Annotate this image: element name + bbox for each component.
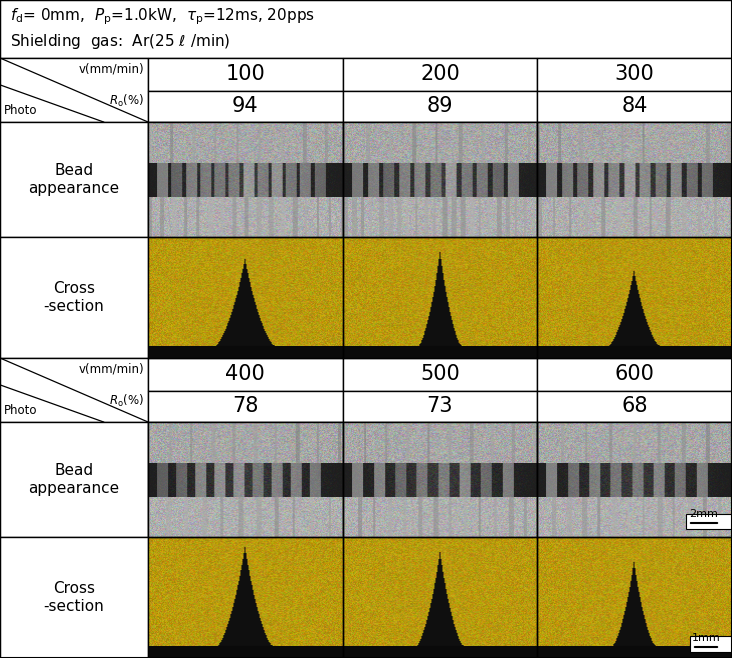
Text: 84: 84: [621, 97, 648, 116]
Bar: [0, 122, 148, 237]
Bar: [343, 537, 537, 658]
Bar: [537, 422, 732, 537]
Bar: [537, 537, 732, 658]
Bar: [537, 58, 732, 91]
Bar: [148, 391, 343, 422]
Bar: [148, 237, 343, 358]
Text: 73: 73: [427, 397, 453, 417]
Bar: [343, 122, 537, 237]
Bar: [0, 537, 148, 658]
Text: Bead
appearance: Bead appearance: [29, 463, 119, 495]
Text: $R_\mathrm{o}$(%): $R_\mathrm{o}$(%): [109, 393, 144, 409]
Bar: [148, 422, 343, 537]
Bar: [690, 636, 732, 652]
Bar: [537, 122, 732, 237]
Text: 300: 300: [615, 64, 654, 84]
Text: 2mm: 2mm: [690, 509, 718, 519]
Bar: [148, 91, 343, 122]
Bar: [0, 237, 148, 358]
Bar: [148, 358, 343, 391]
Text: 100: 100: [225, 64, 265, 84]
Text: 78: 78: [232, 397, 258, 417]
Bar: [148, 422, 343, 537]
Bar: [537, 422, 732, 537]
Bar: [537, 122, 732, 237]
Text: Photo: Photo: [4, 404, 37, 417]
Text: 1mm: 1mm: [692, 633, 720, 643]
Text: 200: 200: [420, 64, 460, 84]
Text: $f_\mathrm{d}$= 0mm,  $P_\mathrm{p}$=1.0kW,  $\tau_\mathrm{p}$=12ms, 20pps: $f_\mathrm{d}$= 0mm, $P_\mathrm{p}$=1.0k…: [10, 6, 315, 26]
Bar: [0, 358, 148, 422]
Bar: [343, 122, 537, 237]
Bar: [0, 0, 732, 58]
Bar: [537, 91, 732, 122]
Bar: [148, 122, 343, 237]
Text: 89: 89: [427, 97, 453, 116]
Bar: [148, 537, 343, 658]
Text: $R_\mathrm{o}$(%): $R_\mathrm{o}$(%): [109, 93, 144, 109]
Text: Shielding  gas:  Ar(25 $\ell$ /min): Shielding gas: Ar(25 $\ell$ /min): [10, 32, 231, 51]
Bar: [343, 422, 537, 537]
Bar: [686, 514, 732, 529]
Text: v(mm/min): v(mm/min): [78, 62, 144, 75]
Bar: [343, 58, 537, 91]
Bar: [343, 422, 537, 537]
Text: 500: 500: [420, 365, 460, 384]
Text: 600: 600: [615, 365, 654, 384]
Bar: [148, 58, 343, 91]
Bar: [343, 391, 537, 422]
Text: Photo: Photo: [4, 104, 37, 117]
Bar: [537, 358, 732, 391]
Bar: [343, 358, 537, 391]
Bar: [343, 237, 537, 358]
Text: Cross
-section: Cross -section: [44, 282, 105, 314]
Bar: [537, 237, 732, 358]
Bar: [343, 91, 537, 122]
Bar: [537, 391, 732, 422]
Text: Bead
appearance: Bead appearance: [29, 163, 119, 195]
Bar: [148, 122, 343, 237]
Text: v(mm/min): v(mm/min): [78, 362, 144, 375]
Text: Cross
-section: Cross -section: [44, 581, 105, 614]
Text: 68: 68: [621, 397, 648, 417]
Text: 400: 400: [225, 365, 265, 384]
Text: 94: 94: [232, 97, 258, 116]
Bar: [0, 422, 148, 537]
Bar: [0, 58, 148, 122]
